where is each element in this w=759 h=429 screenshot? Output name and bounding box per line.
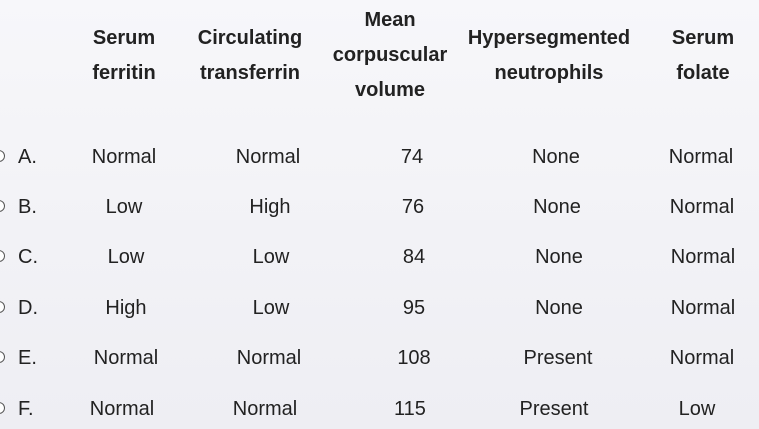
option-letter: F.	[18, 398, 34, 420]
option-letter: C.	[18, 246, 38, 268]
header-line: Hypersegmented	[467, 27, 631, 49]
header-line: Mean	[364, 9, 416, 31]
option-letter: E.	[18, 347, 37, 369]
cell-serum-folate: Normal	[670, 246, 736, 268]
radio-button-icon[interactable]	[0, 200, 5, 212]
cell-mean-corpuscular-volume: 95	[402, 297, 426, 319]
header-hypersegmented-neutrophils: Hypersegmented neutrophils	[456, 21, 642, 91]
cell-circulating-transferrin: Normal	[235, 146, 301, 168]
radio-button-icon[interactable]	[0, 351, 5, 363]
cell-mean-corpuscular-volume: 84	[402, 246, 426, 268]
cell-hypersegmented-neutrophils: None	[535, 246, 583, 268]
cell-serum-ferritin: Normal	[89, 398, 155, 420]
cell-serum-folate: Normal	[669, 196, 735, 218]
cell-serum-ferritin: Normal	[91, 146, 157, 168]
option-row-e[interactable]: E. Normal Normal 108 Present Normal	[0, 346, 759, 370]
header-mean-corpuscular-volume: Mean corpuscular volume	[322, 3, 458, 108]
radio-button-icon[interactable]	[0, 301, 5, 313]
radio-button-icon[interactable]	[0, 150, 5, 162]
radio-button-icon[interactable]	[0, 250, 5, 262]
cell-serum-folate: Normal	[668, 146, 734, 168]
option-letter: B.	[18, 196, 37, 218]
cell-circulating-transferrin: High	[249, 196, 291, 218]
cell-serum-folate: Low	[678, 398, 716, 420]
header-serum-folate: Serum folate	[652, 21, 754, 91]
cell-hypersegmented-neutrophils: Present	[523, 347, 593, 369]
cell-hypersegmented-neutrophils: None	[532, 146, 580, 168]
header-line: Serum	[671, 27, 735, 49]
cell-serum-ferritin: Low	[105, 196, 143, 218]
header-line: Serum	[92, 27, 156, 49]
cell-mean-corpuscular-volume: 115	[394, 398, 426, 420]
header-line: corpuscular	[332, 44, 448, 66]
cell-serum-ferritin: High	[105, 297, 147, 319]
option-letter: D.	[18, 297, 38, 319]
option-row-b[interactable]: B. Low High 76 None Normal	[0, 195, 759, 219]
header-line: Circulating	[197, 27, 303, 49]
cell-hypersegmented-neutrophils: Present	[519, 398, 589, 420]
cell-circulating-transferrin: Low	[252, 246, 290, 268]
option-row-c[interactable]: C. Low Low 84 None Normal	[0, 245, 759, 269]
cell-hypersegmented-neutrophils: None	[533, 196, 581, 218]
option-row-a[interactable]: A. Normal Normal 74 None Normal	[0, 145, 759, 169]
option-row-f[interactable]: F. Normal Normal 115 Present Low	[0, 397, 759, 421]
cell-hypersegmented-neutrophils: None	[535, 297, 583, 319]
option-row-d[interactable]: D. High Low 95 None Normal	[0, 296, 759, 320]
cell-circulating-transferrin: Normal	[236, 347, 302, 369]
header-line: folate	[676, 62, 730, 84]
radio-button-icon[interactable]	[0, 402, 5, 414]
header-line: transferrin	[199, 62, 301, 84]
header-line: neutrophils	[494, 62, 604, 84]
cell-mean-corpuscular-volume: 108	[397, 347, 431, 369]
cell-mean-corpuscular-volume: 76	[401, 196, 425, 218]
cell-serum-folate: Normal	[670, 297, 736, 319]
cell-serum-ferritin: Normal	[93, 347, 159, 369]
header-serum-ferritin: Serum ferritin	[64, 21, 184, 91]
cell-circulating-transferrin: Low	[252, 297, 290, 319]
cell-serum-folate: Normal	[669, 347, 735, 369]
header-line: ferritin	[92, 62, 156, 84]
cell-circulating-transferrin: Normal	[232, 398, 298, 420]
option-letter: A.	[18, 146, 37, 168]
cell-serum-ferritin: Low	[107, 246, 145, 268]
header-line: volume	[354, 79, 426, 101]
cell-mean-corpuscular-volume: 74	[400, 146, 424, 168]
header-circulating-transferrin: Circulating transferrin	[185, 21, 315, 91]
